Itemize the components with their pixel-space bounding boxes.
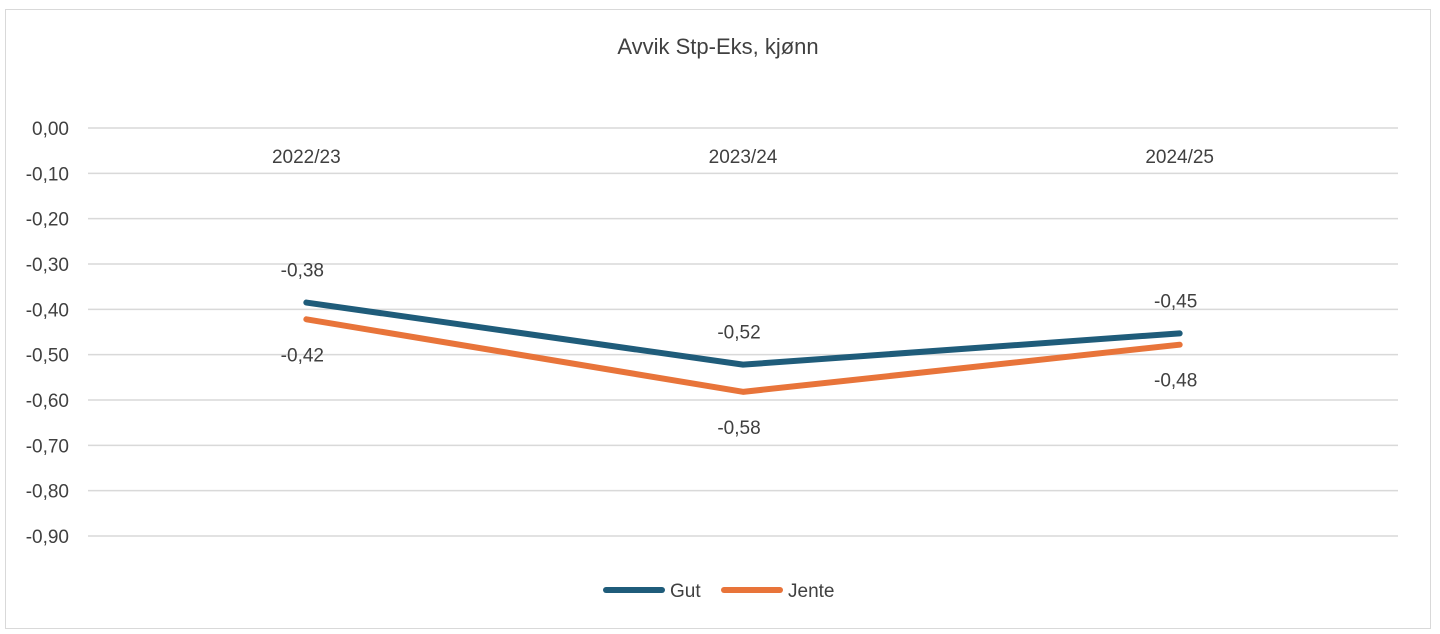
series-line-gut (303, 299, 1183, 368)
y-tick-label: 0,00 (32, 119, 69, 140)
y-tick-label: -0,60 (26, 391, 69, 412)
data-label: -0,45 (1154, 291, 1197, 312)
legend-label: Jente (788, 581, 834, 602)
gridlines (88, 127, 1398, 537)
y-tick-label: -0,30 (26, 255, 69, 276)
data-label: -0,48 (1154, 371, 1197, 392)
y-tick-label: -0,40 (26, 300, 69, 321)
x-tick-label: 2024/25 (1145, 147, 1214, 168)
y-tick-label: -0,90 (26, 527, 69, 548)
y-tick-label: -0,10 (26, 164, 69, 185)
y-tick-label: -0,70 (26, 436, 69, 457)
x-axis-ticks: 2022/23 2023/24 2024/25 (272, 147, 1214, 168)
data-label: -0,52 (717, 323, 760, 344)
chart-title: Avvik Stp-Eks, kjønn (617, 34, 818, 59)
x-tick-label: 2023/24 (709, 147, 778, 168)
data-label: -0,58 (717, 418, 760, 439)
y-tick-label: -0,20 (26, 210, 69, 231)
y-tick-label: -0,80 (26, 482, 69, 503)
data-label: -0,38 (281, 261, 324, 282)
y-tick-label: -0,50 (26, 346, 69, 367)
chart-frame (5, 9, 1431, 629)
data-labels: -0,38 -0,52 -0,45 -0,42 -0,58 -0,48 (281, 261, 1198, 439)
series-lines (303, 299, 1183, 395)
series-line-jente (303, 316, 1183, 395)
data-label: -0,42 (281, 345, 324, 366)
x-tick-label: 2022/23 (272, 147, 341, 168)
legend-label: Gut (670, 581, 701, 602)
y-axis-ticks: 0,00 -0,10 -0,20 -0,30 -0,40 -0,50 -0,60 -0,70 -… (26, 119, 69, 548)
legend: Gut Jente (603, 581, 834, 602)
